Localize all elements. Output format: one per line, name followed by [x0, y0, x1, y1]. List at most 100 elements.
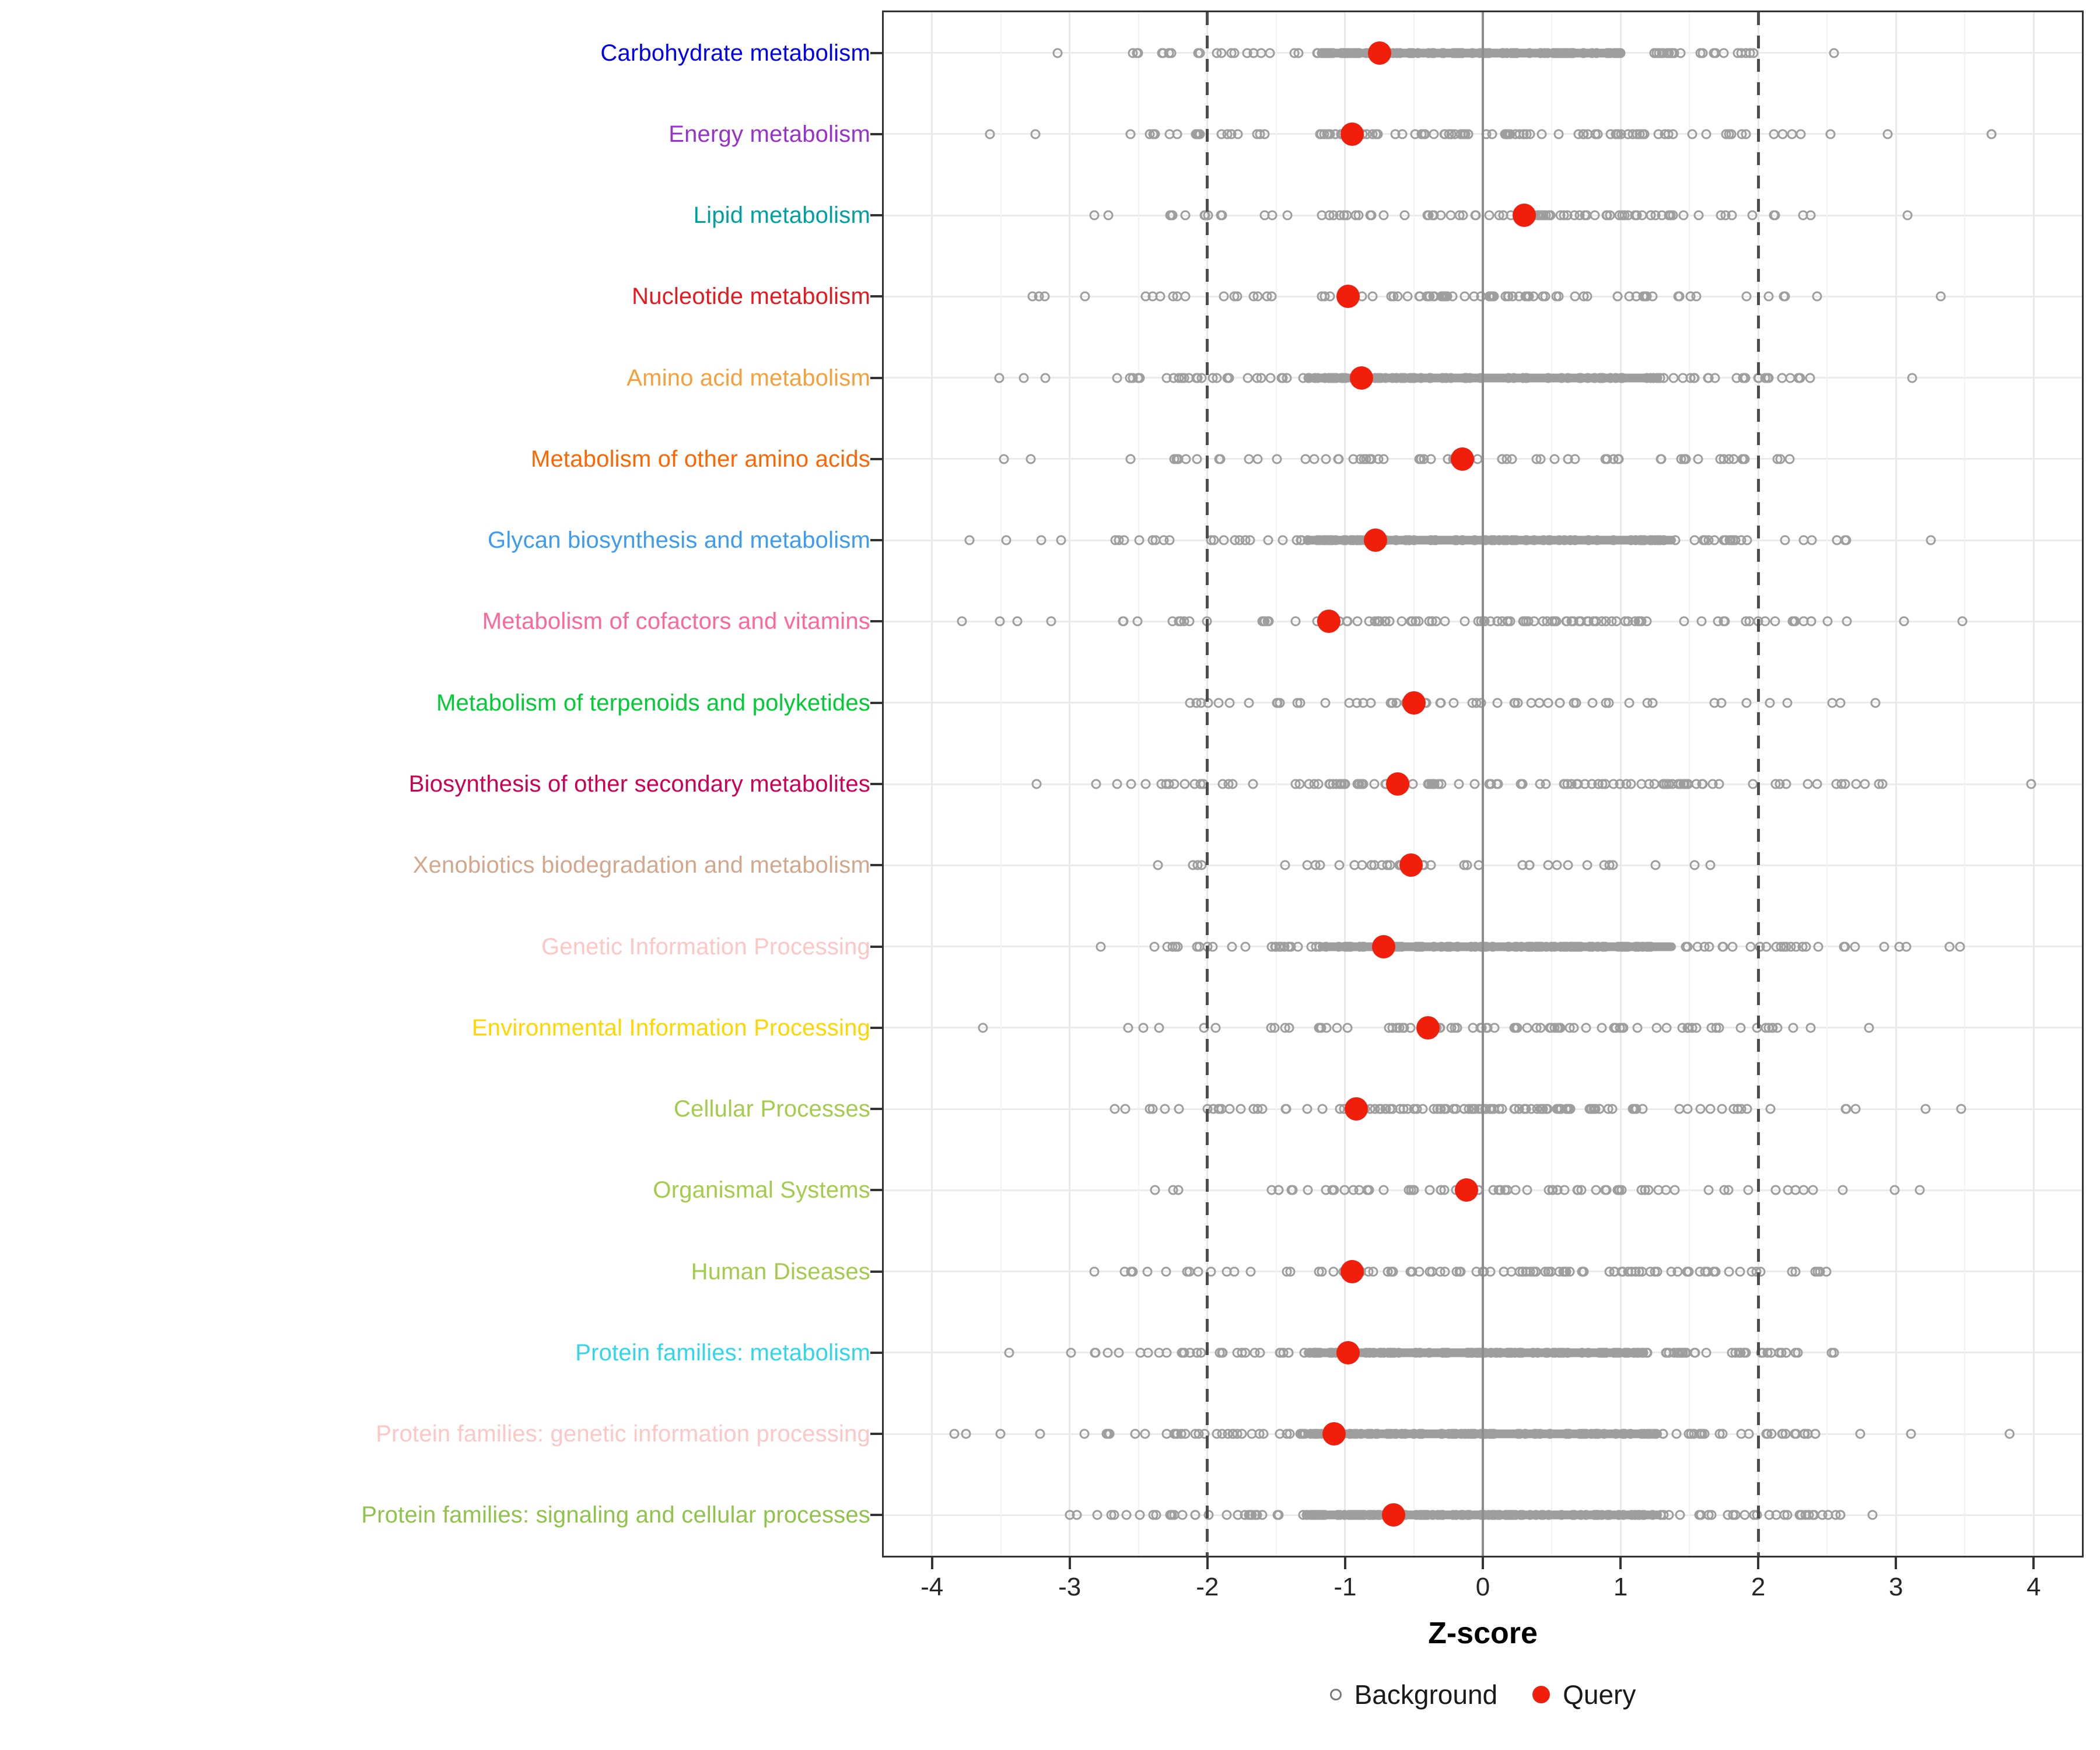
- vertical-gridline: [931, 12, 933, 1556]
- background-point: [1806, 616, 1817, 626]
- background-point: [1915, 1185, 1925, 1195]
- background-point: [1066, 1348, 1076, 1358]
- background-point: [1693, 210, 1704, 220]
- background-point: [1804, 1510, 1814, 1520]
- dashed-reference-line: [1206, 12, 1209, 1556]
- background-point: [1744, 1429, 1754, 1439]
- category-label-6: Metabolism of other amino acids: [530, 446, 870, 472]
- query-point[interactable]: [1372, 935, 1395, 958]
- background-point: [994, 373, 1005, 383]
- background-point: [1602, 454, 1612, 464]
- query-point[interactable]: [1344, 1097, 1368, 1121]
- query-point[interactable]: [1416, 1016, 1440, 1040]
- background-point: [1724, 1266, 1734, 1277]
- background-point: [961, 1429, 971, 1439]
- legend-item-background[interactable]: Background: [1329, 1679, 1497, 1710]
- background-point: [1192, 1348, 1202, 1358]
- background-point: [1535, 454, 1546, 464]
- background-point: [1779, 942, 1789, 952]
- background-point: [1429, 210, 1439, 220]
- background-point: [1416, 129, 1427, 139]
- background-point: [1503, 616, 1513, 626]
- background-point: [1166, 210, 1177, 220]
- background-point: [1454, 779, 1464, 789]
- background-point: [1673, 291, 1684, 302]
- background-point: [1436, 698, 1446, 708]
- query-point[interactable]: [1317, 610, 1340, 634]
- background-point: [1793, 1348, 1803, 1358]
- background-point: [1671, 1429, 1682, 1439]
- query-point[interactable]: [1340, 122, 1364, 146]
- background-point: [1370, 1104, 1380, 1114]
- background-point: [1829, 48, 1839, 58]
- background-point: [1517, 1266, 1528, 1277]
- query-point[interactable]: [1402, 691, 1426, 715]
- query-point[interactable]: [1350, 366, 1374, 390]
- background-point: [1691, 1023, 1702, 1033]
- background-point: [1303, 1185, 1313, 1195]
- background-point: [1196, 698, 1206, 708]
- background-point: [1675, 1510, 1685, 1520]
- category-label-8: Metabolism of cofactors and vitamins: [482, 608, 870, 635]
- query-point[interactable]: [1336, 1340, 1360, 1364]
- background-point: [1440, 616, 1450, 626]
- background-point: [1825, 129, 1836, 139]
- background-point: [1255, 129, 1265, 139]
- background-point: [1212, 1429, 1222, 1439]
- background-point: [1812, 291, 1822, 302]
- background-point: [1882, 129, 1893, 139]
- background-point: [1328, 1266, 1339, 1277]
- background-point: [1735, 1023, 1746, 1033]
- background-point: [1368, 1266, 1378, 1277]
- y-axis-tick: [870, 1026, 882, 1029]
- background-point: [1780, 535, 1790, 545]
- background-point: [1335, 779, 1345, 789]
- background-point: [1492, 698, 1503, 708]
- background-point: [1587, 698, 1598, 708]
- query-point[interactable]: [1322, 1422, 1346, 1446]
- background-point: [1194, 1429, 1204, 1439]
- x-axis: -4 -3 -2 -1 0 1 2 3 4: [882, 1558, 2084, 1622]
- background-point: [1252, 1104, 1263, 1114]
- background-point: [1161, 1266, 1171, 1277]
- legend-label-query: Query: [1563, 1679, 1636, 1710]
- background-point: [1001, 535, 1012, 545]
- query-point[interactable]: [1512, 204, 1536, 228]
- background-point: [1172, 129, 1182, 139]
- query-point[interactable]: [1367, 41, 1391, 65]
- background-point: [1889, 1185, 1900, 1195]
- legend-item-query[interactable]: Query: [1532, 1679, 1636, 1710]
- background-point: [1035, 1429, 1045, 1439]
- background-point: [1399, 1023, 1409, 1033]
- background-point: [1736, 535, 1746, 545]
- background-point: [1569, 210, 1580, 220]
- background-point: [1149, 942, 1160, 952]
- background-point: [1701, 1348, 1712, 1358]
- background-point: [1503, 291, 1514, 302]
- background-point: [1538, 291, 1548, 302]
- background-point: [1164, 48, 1174, 58]
- background-point: [1695, 48, 1706, 58]
- background-point: [1373, 616, 1384, 626]
- background-point: [1446, 1023, 1457, 1033]
- query-point[interactable]: [1399, 853, 1423, 877]
- query-point[interactable]: [1381, 1503, 1405, 1527]
- background-point: [1484, 779, 1494, 789]
- background-point: [1805, 1023, 1816, 1033]
- background-point: [2004, 1429, 2015, 1439]
- background-point: [1570, 291, 1580, 302]
- background-point: [1295, 698, 1306, 708]
- query-point[interactable]: [1340, 1259, 1364, 1283]
- background-point: [1317, 291, 1327, 302]
- background-point: [1678, 210, 1689, 220]
- background-point: [1522, 1185, 1532, 1195]
- query-point[interactable]: [1454, 1178, 1478, 1202]
- background-point: [1256, 373, 1266, 383]
- background-point: [1429, 129, 1439, 139]
- background-point: [1469, 779, 1480, 789]
- query-point[interactable]: [1336, 285, 1360, 309]
- background-point: [1835, 1510, 1846, 1520]
- query-point[interactable]: [1363, 528, 1387, 552]
- query-point[interactable]: [1450, 447, 1474, 471]
- query-point[interactable]: [1385, 772, 1409, 796]
